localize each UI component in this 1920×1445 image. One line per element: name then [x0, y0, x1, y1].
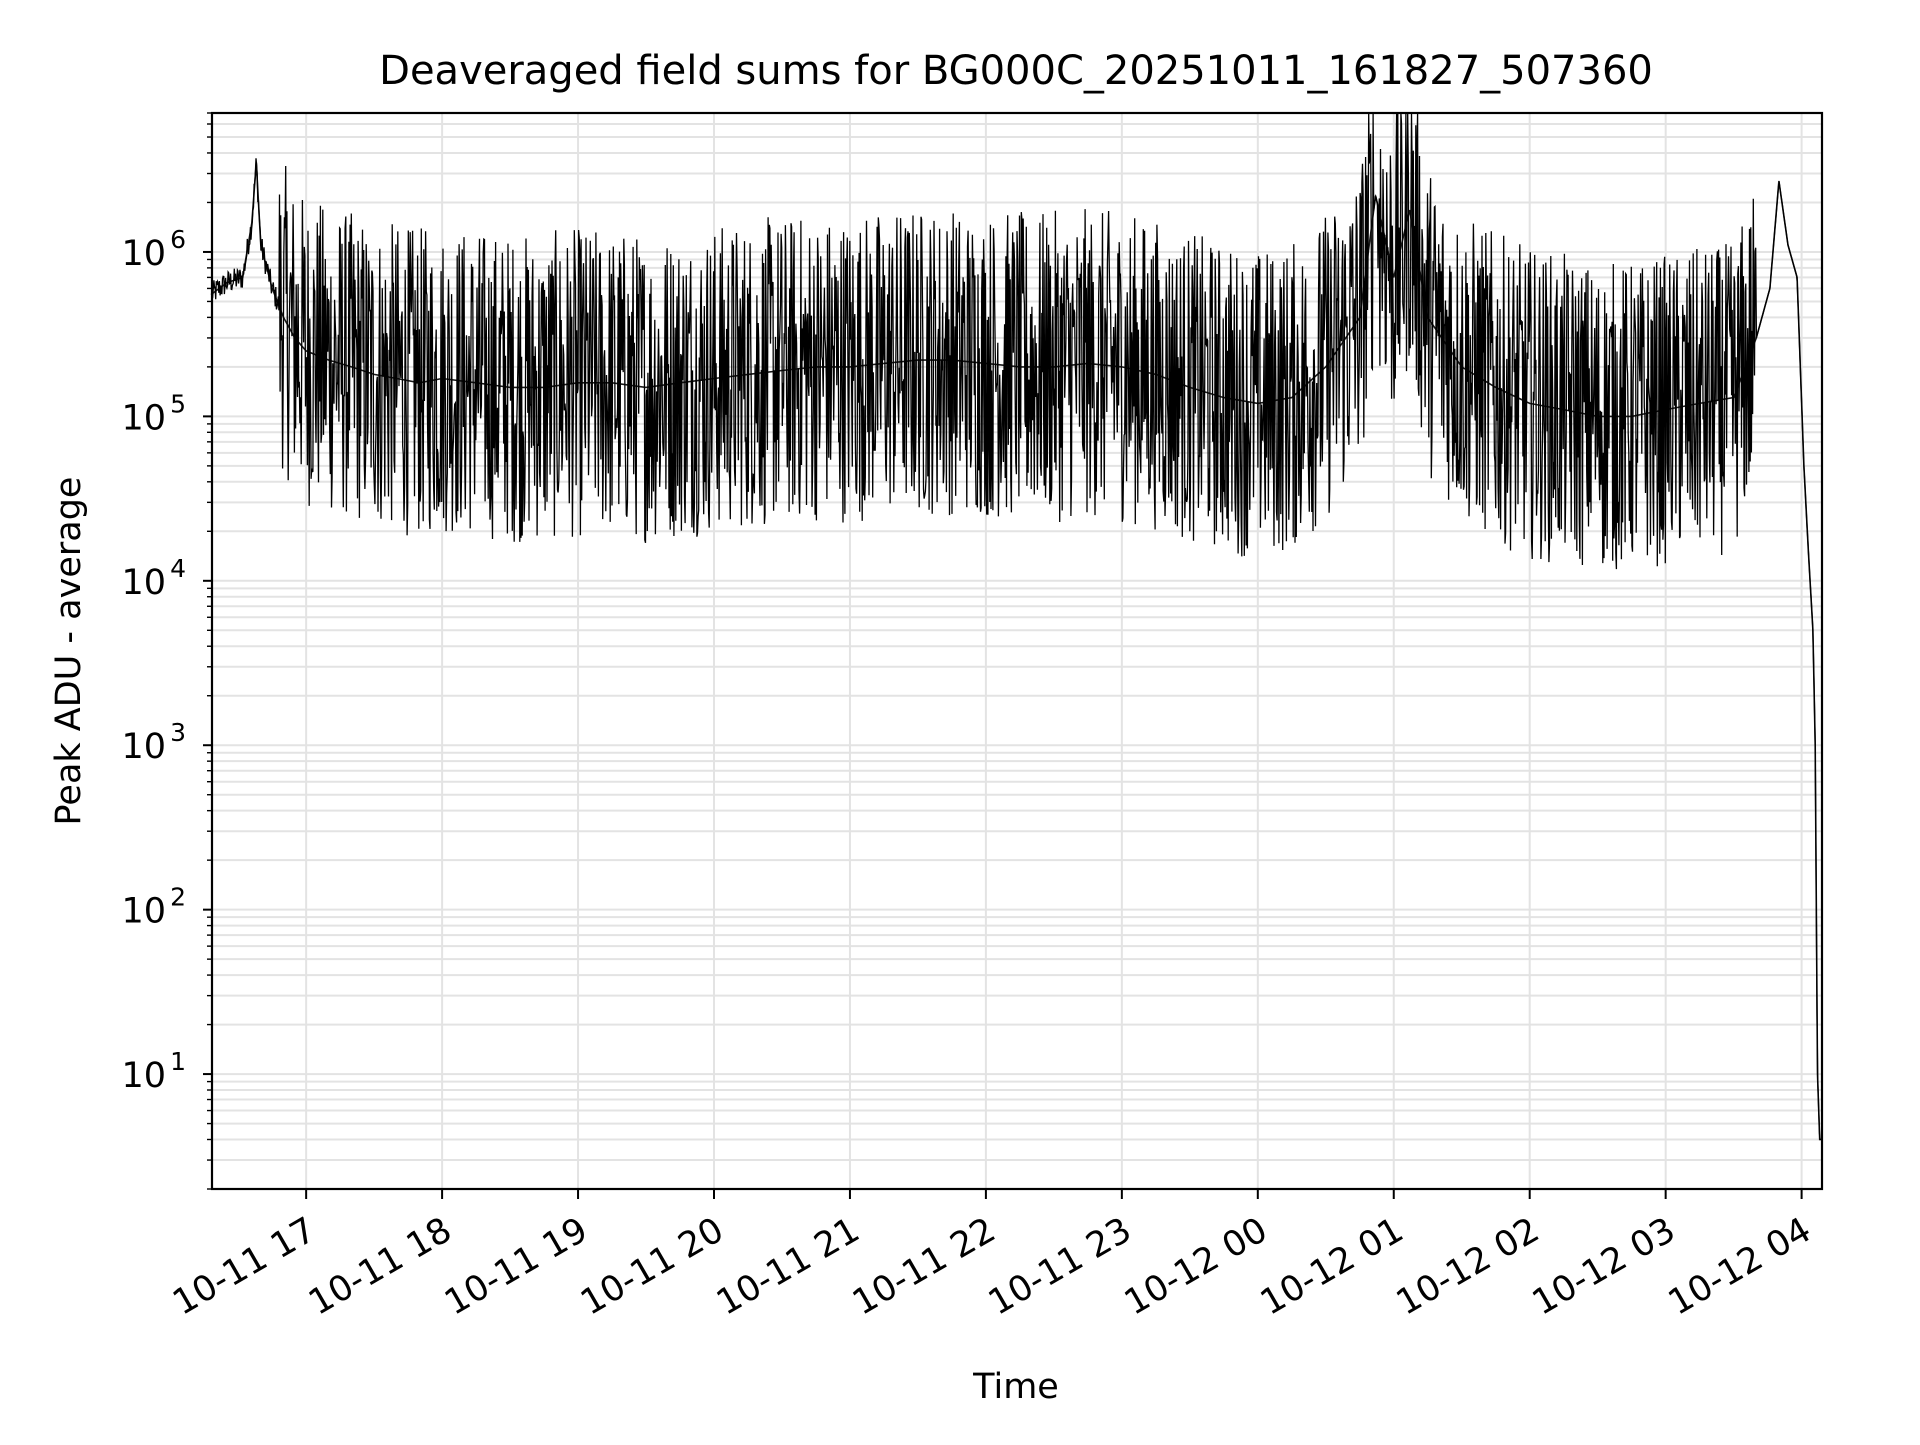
- x-tick-label: 10-12 04: [1662, 1210, 1818, 1323]
- y-tick-exponent: 6: [170, 225, 186, 254]
- y-tick-exponent: 4: [170, 554, 186, 583]
- y-tick-exponent: 2: [170, 883, 186, 912]
- x-tick-label: 10-12 01: [1254, 1210, 1410, 1323]
- series-envelope-line: [210, 162, 1822, 1141]
- x-tick-label: 10-12 00: [1118, 1210, 1274, 1323]
- x-tick-label: 10-11 20: [574, 1210, 730, 1323]
- y-axis-label: Peak ADU - average: [49, 477, 89, 826]
- x-tick-label: 10-11 17: [166, 1210, 322, 1323]
- x-tick-label: 10-12 02: [1390, 1210, 1546, 1323]
- y-tick-label: 10: [121, 398, 166, 438]
- y-tick-exponent: 3: [170, 718, 186, 747]
- x-tick-label: 10-11 22: [846, 1210, 1002, 1323]
- y-tick-label: 10: [121, 234, 166, 274]
- y-tick-exponent: 5: [170, 389, 186, 418]
- series-line: [211, 112, 1822, 1141]
- x-tick-label: 10-11 23: [982, 1210, 1138, 1323]
- x-tick-label: 10-11 21: [710, 1210, 866, 1323]
- y-tick-label: 10: [121, 1056, 166, 1096]
- x-tick-label: 10-11 18: [302, 1210, 458, 1323]
- plot-frame: [210, 111, 1824, 1191]
- y-tick-label: 10: [121, 563, 166, 603]
- x-axis-label: Time: [972, 1367, 1059, 1407]
- x-tick-label: 10-12 03: [1526, 1210, 1682, 1323]
- y-tick-label: 10: [121, 727, 166, 767]
- y-tick-exponent: 1: [170, 1047, 186, 1076]
- x-tick-label: 10-11 19: [438, 1210, 594, 1323]
- chart-title: Deaveraged field sums for BG000C_2025101…: [379, 48, 1653, 94]
- y-tick-label: 10: [121, 892, 166, 932]
- data-series: [210, 112, 1822, 1141]
